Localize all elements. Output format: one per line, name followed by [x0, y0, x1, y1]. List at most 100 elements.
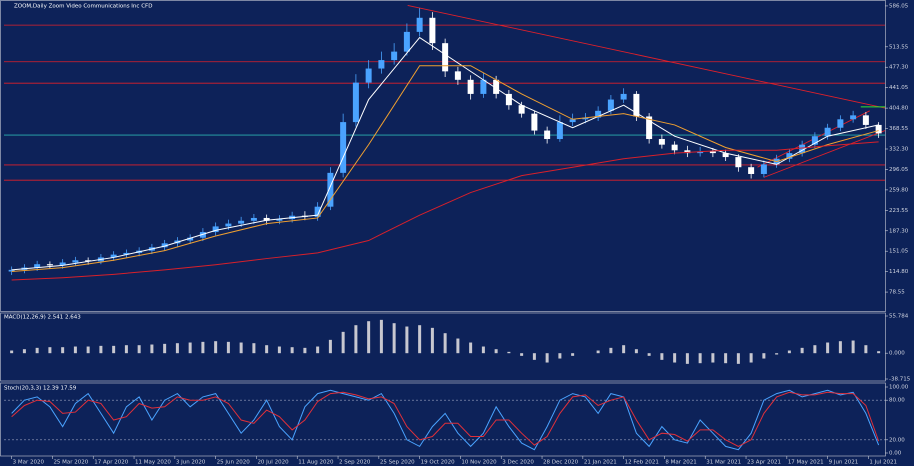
- stoch-pane: [0, 382, 886, 457]
- candle-body: [620, 93, 627, 100]
- x-tick-label: 12 Feb 2021: [625, 460, 659, 466]
- macd-bar: [392, 323, 396, 354]
- candle-body: [569, 119, 576, 123]
- macd-bar: [749, 353, 753, 363]
- x-tick-label: 25 Mar 2020: [53, 460, 88, 466]
- moving-average: [11, 141, 879, 281]
- macd-bar: [430, 327, 434, 354]
- macd-bar: [73, 346, 77, 354]
- x-tick-label: 21 Jan 2021: [584, 460, 617, 466]
- y-tick-label: 80.00: [889, 398, 905, 404]
- candle-body: [786, 153, 793, 159]
- macd-bar: [609, 347, 613, 354]
- candle-body: [34, 264, 41, 268]
- macd-pane: [0, 312, 886, 382]
- macd-bar: [252, 343, 256, 354]
- x-tick-label: 3 Mar 2020: [13, 460, 45, 466]
- y-tick-label: 78.55: [889, 290, 905, 296]
- x-tick-label: 3 Dec 2020: [502, 460, 534, 466]
- x-tick-label: 11 Aug 2020: [298, 460, 334, 466]
- macd-bar: [469, 342, 473, 354]
- candle-body: [837, 119, 844, 128]
- candle-body: [722, 153, 729, 158]
- y-tick-label: 368.55: [889, 126, 909, 132]
- candle-body: [556, 122, 563, 140]
- macd-bar: [418, 325, 422, 354]
- macd-bar: [61, 347, 65, 354]
- macd-bar: [596, 350, 600, 354]
- macd-bar: [775, 353, 779, 355]
- candle-body: [531, 113, 538, 131]
- stoch-title: Stoch(20,3,3) 12.39 17.59: [4, 386, 77, 392]
- macd-bar: [813, 345, 817, 354]
- y-tick-label: 187.30: [889, 228, 909, 234]
- candle-body: [862, 115, 869, 125]
- y-tick-label: 100.00: [889, 385, 909, 391]
- candle-body: [760, 164, 767, 174]
- macd-bar: [787, 350, 791, 354]
- candle-body: [340, 122, 347, 173]
- y-tick-label: 223.55: [889, 208, 909, 214]
- candle-body: [327, 172, 334, 207]
- macd-bar: [201, 341, 205, 354]
- x-tick-label: 25 Jun 2020: [217, 460, 251, 466]
- x-tick-label: 25 Sep 2020: [380, 460, 415, 466]
- macd-bar: [520, 353, 524, 356]
- candle-body: [811, 136, 818, 145]
- macd-bar: [660, 353, 664, 360]
- candle-body: [518, 105, 525, 114]
- x-tick-label: 28 Dec 2020: [543, 460, 579, 466]
- macd-bar: [328, 339, 332, 354]
- candle-body: [467, 79, 474, 94]
- macd-bar: [175, 343, 179, 354]
- candle-body: [824, 127, 831, 137]
- macd-bar: [86, 346, 90, 354]
- macd-bar: [405, 326, 409, 354]
- macd-bar: [443, 333, 447, 354]
- candle-body: [633, 93, 640, 117]
- x-tick-label: 31 Mar 2021: [706, 460, 741, 466]
- macd-bar: [10, 350, 14, 354]
- macd-bar: [685, 353, 689, 364]
- candle-body: [263, 217, 270, 221]
- macd-bar: [354, 325, 358, 354]
- macd-bar: [622, 345, 626, 354]
- macd-bar: [341, 331, 345, 354]
- macd-bar: [634, 349, 638, 354]
- macd-bar: [838, 341, 842, 354]
- x-tick-label: 3 Jun 2020: [176, 460, 206, 466]
- macd-bar: [277, 346, 281, 354]
- macd-bar: [481, 346, 485, 354]
- candle-body: [391, 51, 398, 61]
- candle-body: [110, 254, 117, 258]
- macd-bar: [762, 353, 766, 359]
- candle-body: [352, 82, 359, 123]
- macd-bar: [48, 347, 52, 354]
- candle-body: [493, 79, 500, 94]
- candle-body: [709, 151, 716, 154]
- x-tick-label: 17 Apr 2020: [94, 460, 129, 466]
- macd-bar: [877, 351, 881, 354]
- y-tick-label: 477.30: [889, 65, 909, 71]
- y-tick-label: 586.05: [889, 3, 909, 9]
- stoch-line: [11, 389, 880, 451]
- candle-body: [199, 232, 206, 238]
- candle-body: [225, 223, 232, 227]
- candle-body: [748, 167, 755, 174]
- macd-bar: [163, 343, 167, 354]
- candle-body: [314, 206, 321, 217]
- macd-bar: [137, 345, 141, 354]
- macd-bar: [724, 353, 728, 364]
- macd-bar: [456, 338, 460, 354]
- candle-body: [85, 260, 92, 262]
- macd-bar: [532, 353, 536, 360]
- macd-bar: [214, 341, 218, 354]
- y-tick-label: 296.05: [889, 167, 909, 173]
- candle-body: [442, 43, 449, 72]
- y-tick-label: 0.000: [889, 351, 905, 357]
- macd-bar: [188, 342, 192, 354]
- candle-body: [72, 260, 79, 263]
- candle-body: [671, 144, 678, 151]
